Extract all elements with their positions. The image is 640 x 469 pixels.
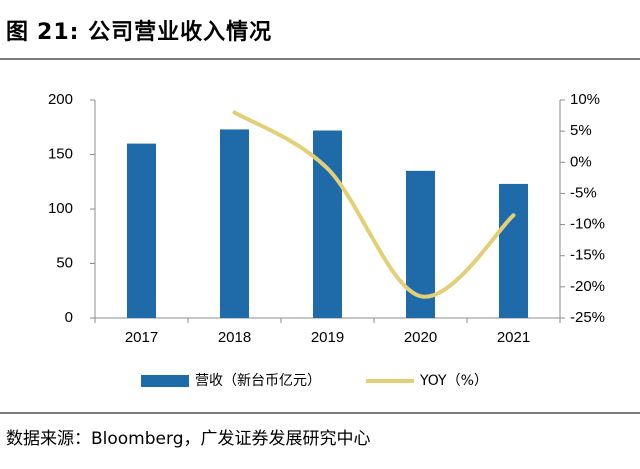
left-axis-tick-label: 0 [65,309,73,326]
figure-number: 21: [37,20,80,45]
x-axis-tick-label: 2019 [311,329,344,346]
revenue-bar [220,129,249,318]
right-axis-tick-label: -10% [570,216,605,233]
legend-line-label: YOY（%） [419,373,488,389]
right-axis-tick-label: 5% [570,122,592,139]
right-axis-tick-label: -25% [570,309,605,326]
x-axis-tick-label: 2020 [404,329,437,346]
revenue-bar [127,143,156,318]
x-axis-tick-label: 2017 [125,329,158,346]
left-axis-tick-label: 100 [48,200,73,217]
bottom-divider [0,412,640,414]
legend-bar-label: 营收（新台币亿元） [195,373,321,389]
legend-bar-swatch [141,375,189,387]
top-divider [0,58,640,60]
figure-title-text: 公司营业收入情况 [88,20,273,45]
left-axis-tick-label: 50 [56,254,73,271]
figure-label: 图 [6,20,30,45]
left-axis-tick-label: 200 [48,91,73,108]
right-axis-tick-label: 0% [570,153,592,170]
x-axis-tick-label: 2021 [497,329,530,346]
right-axis-tick-label: 10% [570,91,600,108]
right-axis-tick-label: -15% [570,247,605,264]
left-axis-tick-label: 150 [48,145,73,162]
figure-header: 图 21: 公司营业收入情况 [0,0,640,58]
revenue-bar [499,183,528,318]
source-note: 数据来源：Bloomberg，广发证券发展研究中心 [6,429,371,449]
figure-title: 图 21: 公司营业收入情况 [6,14,272,46]
right-axis-tick-label: -20% [570,278,605,295]
right-axis-tick-label: -5% [570,184,597,201]
x-axis-tick-label: 2018 [218,329,251,346]
yoy-line [232,110,516,299]
